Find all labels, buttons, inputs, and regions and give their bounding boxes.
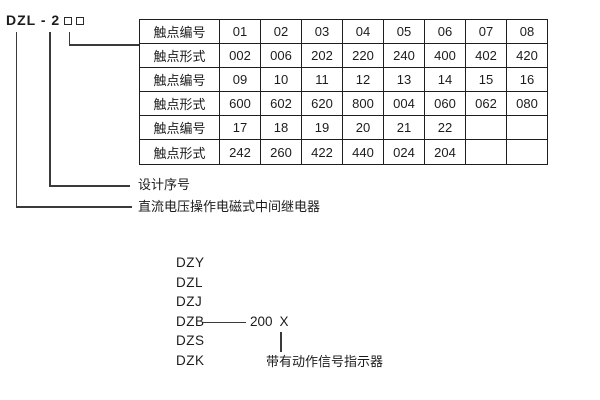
- table-cell: 04: [342, 18, 384, 45]
- table-cell: [465, 139, 507, 165]
- row-label: 触点形式: [139, 91, 220, 117]
- table-cell: 03: [301, 18, 343, 45]
- table-cell: 602: [260, 91, 302, 117]
- dzb-connector-line: [203, 321, 246, 323]
- table-cell: 080: [506, 91, 548, 117]
- table-cell: 400: [424, 43, 466, 69]
- callout-line-serial-horizontal: [49, 185, 130, 187]
- series-list: DZY DZL DZJ DZB DZS DZK: [176, 253, 205, 370]
- table-cell: 004: [383, 91, 425, 117]
- table-row: 触点形式 242 260 422 440 024 204: [139, 139, 548, 165]
- callout-line-relay-vertical: [15, 32, 17, 208]
- series-item-dzs: DZS: [176, 333, 205, 348]
- table-row: 触点编号 17 18 19 20 21 22: [139, 115, 548, 141]
- dzb-model-number: 200 X: [250, 315, 289, 329]
- table-cell: 060: [424, 91, 466, 117]
- table-cell: 18: [260, 115, 302, 141]
- placeholder-box-1: [64, 17, 73, 25]
- table-cell: 062: [465, 91, 507, 117]
- table-cell: 800: [342, 91, 384, 117]
- series-item-dzl: DZL: [176, 274, 204, 290]
- model-code: DZL - 2: [6, 12, 61, 28]
- table-cell: [465, 115, 507, 141]
- table-cell: 024: [383, 139, 425, 165]
- series-item-dzy: DZY: [176, 255, 205, 270]
- table-cell: 202: [301, 43, 343, 69]
- table-cell: 02: [260, 18, 302, 45]
- series-item-dzk: DZK: [176, 352, 205, 368]
- row-label: 触点编号: [139, 115, 220, 141]
- row-label: 触点形式: [139, 139, 220, 165]
- dzb-variant-x: X: [279, 314, 289, 329]
- table-cell: 16: [506, 67, 548, 93]
- table-cell: 22: [424, 115, 466, 141]
- contact-table: 触点编号 01 02 03 04 05 06 07 08 触点形式 002 006 202 220 240 4…: [139, 18, 548, 165]
- table-cell: 422: [301, 139, 343, 165]
- indicator-note-label: 带有动作信号指示器: [266, 353, 384, 369]
- table-cell: 12: [342, 67, 384, 93]
- callout-line-contacts-horizontal: [68, 44, 140, 46]
- series-item-dzj: DZJ: [176, 294, 203, 309]
- table-cell: [506, 139, 548, 165]
- table-row: 触点编号 01 02 03 04 05 06 07 08: [139, 18, 548, 45]
- table-cell: 620: [301, 91, 343, 117]
- dzb-number: 200: [250, 314, 273, 329]
- table-cell: 05: [383, 18, 425, 45]
- table-cell: 220: [342, 43, 384, 69]
- table-cell: 17: [219, 115, 261, 141]
- table-cell: 420: [506, 43, 548, 69]
- table-cell: 204: [424, 139, 466, 165]
- callout-line-relay-horizontal: [15, 206, 132, 208]
- table-cell: 09: [219, 67, 261, 93]
- row-label: 触点编号: [139, 18, 220, 45]
- callout-line-serial-vertical: [49, 32, 51, 187]
- table-cell: 402: [465, 43, 507, 69]
- model-designation: DZL - 2: [6, 12, 85, 28]
- row-label: 触点编号: [139, 67, 220, 93]
- table-cell: 21: [383, 115, 425, 141]
- table-cell: 07: [465, 18, 507, 45]
- design-serial-label: 设计序号: [138, 177, 191, 192]
- callout-line-contacts-vertical: [68, 32, 70, 46]
- table-cell: 08: [506, 18, 548, 45]
- table-cell: 600: [219, 91, 261, 117]
- placeholder-box-2: [76, 17, 85, 25]
- table-row: 触点编号 09 10 11 12 13 14 15 16: [139, 67, 548, 93]
- table-cell: 19: [301, 115, 343, 141]
- row-label: 触点形式: [139, 43, 220, 69]
- table-cell: 14: [424, 67, 466, 93]
- table-cell: 13: [383, 67, 425, 93]
- table-cell: 242: [219, 139, 261, 165]
- table-cell: [506, 115, 548, 141]
- table-cell: 06: [424, 18, 466, 45]
- table-cell: 006: [260, 43, 302, 69]
- table-cell: 15: [465, 67, 507, 93]
- table-cell: 240: [383, 43, 425, 69]
- relay-description-label: 直流电压操作电磁式中间继电器: [138, 199, 321, 214]
- table-cell: 002: [219, 43, 261, 69]
- table-cell: 20: [342, 115, 384, 141]
- table-cell: 10: [260, 67, 302, 93]
- table-cell: 260: [260, 139, 302, 165]
- table-cell: 01: [219, 18, 261, 45]
- table-cell: 440: [342, 139, 384, 165]
- table-row: 触点形式 600 602 620 800 004 060 062 080: [139, 91, 548, 117]
- table-row: 触点形式 002 006 202 220 240 400 402 420: [139, 43, 548, 69]
- table-cell: 11: [301, 67, 343, 93]
- series-item-dzb: DZB: [176, 313, 205, 329]
- indicator-connector-line: [280, 332, 282, 352]
